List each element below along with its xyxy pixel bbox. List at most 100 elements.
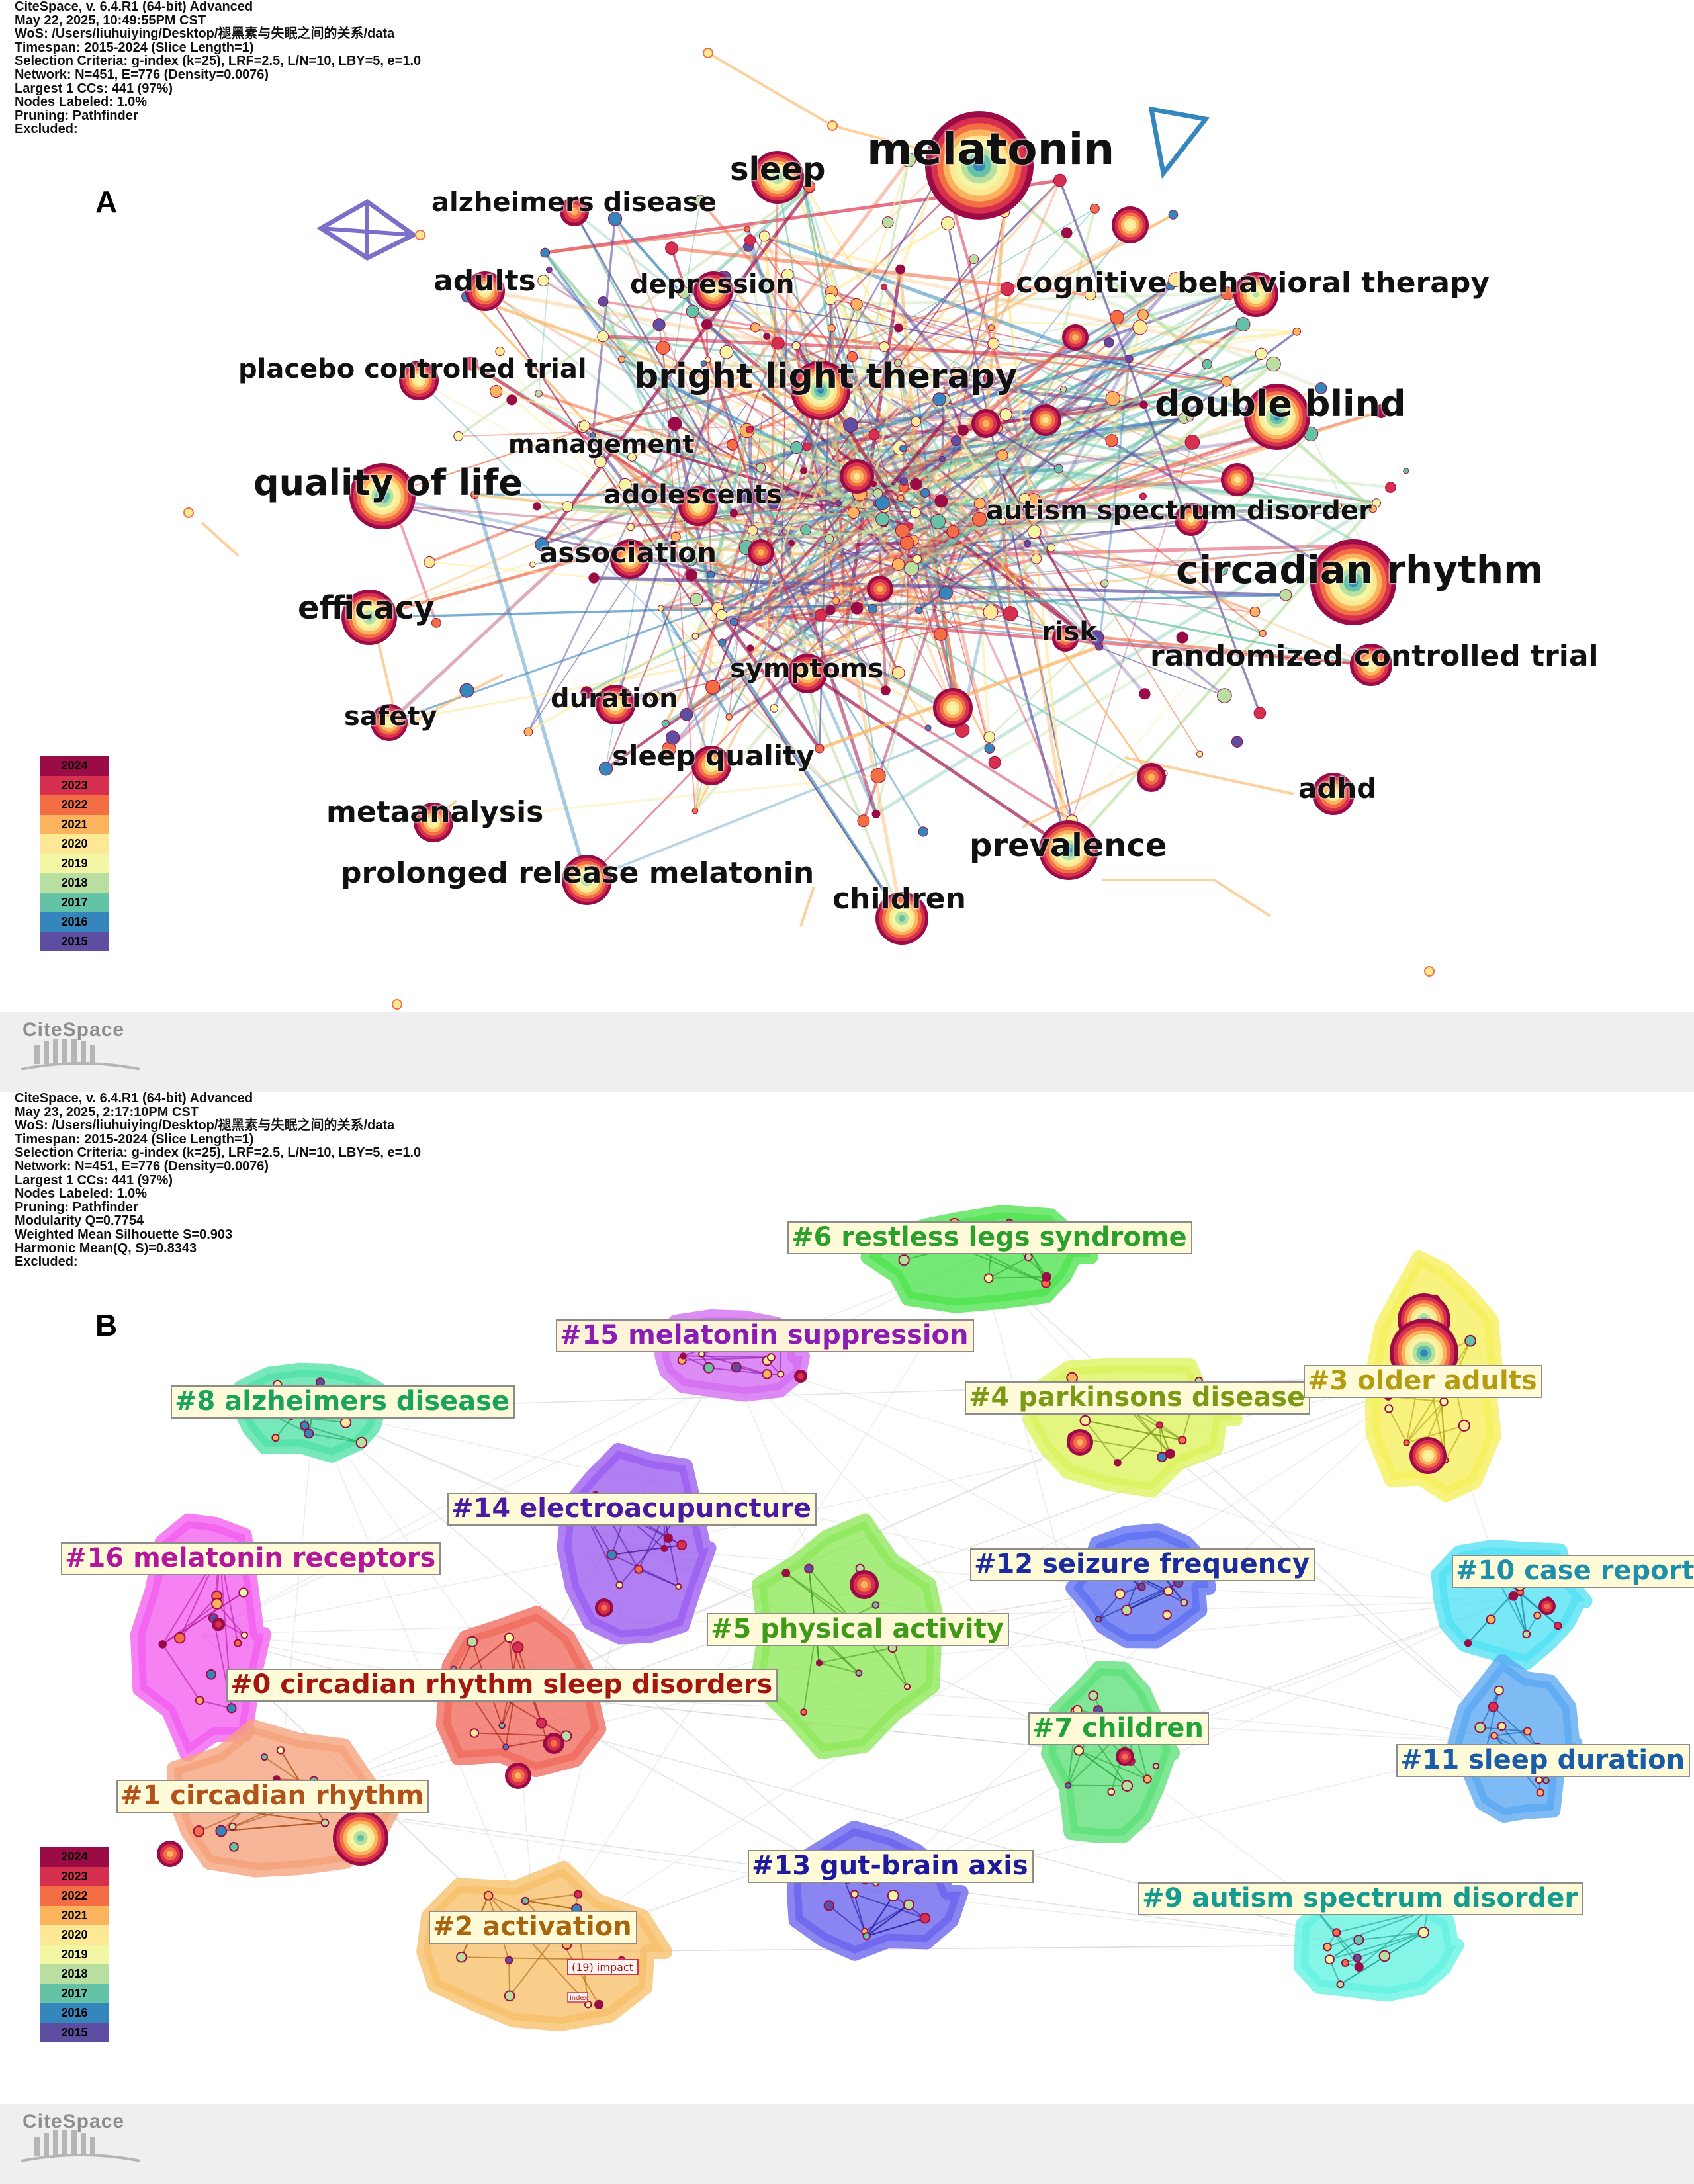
keyword-node <box>762 1369 772 1379</box>
keyword-node <box>881 216 894 228</box>
keyword-node <box>680 707 693 721</box>
network-edge <box>710 515 1009 600</box>
keyword-node <box>1024 1252 1033 1262</box>
network-edge <box>472 494 589 881</box>
keyword-node <box>226 1703 237 1714</box>
keyword-node <box>610 539 650 579</box>
network-edge <box>758 284 1171 538</box>
network-edge <box>613 218 861 495</box>
keyword-node <box>1052 625 1079 652</box>
svg-text:index: index <box>570 1995 588 2002</box>
keyword-node <box>850 1570 879 1599</box>
keyword-node <box>649 690 661 702</box>
keyword-label: sleep <box>730 151 826 188</box>
keyword-node <box>1152 1763 1160 1770</box>
network-edge <box>836 580 904 919</box>
cluster-edge <box>1405 1401 1445 1444</box>
keyword-node <box>747 525 758 536</box>
network-edge <box>755 557 1037 627</box>
keyword-label: melatonin <box>867 124 1115 175</box>
keyword-node <box>211 1598 223 1610</box>
keyword-node <box>781 269 794 281</box>
network-edge <box>942 579 1372 666</box>
keyword-label: autism spectrum disorder <box>986 496 1372 526</box>
keyword-node <box>700 360 707 367</box>
keyword-node <box>1039 820 1098 880</box>
keyword-node <box>925 111 1034 220</box>
keyword-label: children <box>832 882 966 916</box>
keyword-label: prolonged release melatonin <box>341 856 815 890</box>
keyword-label: symptoms <box>730 654 884 684</box>
keyword-node <box>899 535 914 550</box>
keyword-node <box>800 524 811 535</box>
keyword-node <box>751 151 804 204</box>
keyword-node <box>240 1631 248 1639</box>
keyword-node <box>843 417 858 433</box>
metadata-line: Timespan: 2015-2024 (Slice Length=1) <box>15 40 254 55</box>
analysis-metadata: CiteSpace, v. 6.4.R1 (64-bit) Advanced Ma… <box>15 0 421 136</box>
keyword-node <box>598 762 613 776</box>
svg-text:(19) impact: (19) impact <box>572 1961 633 1974</box>
cluster-edge <box>819 1662 860 1674</box>
keyword-node <box>972 511 987 527</box>
network-edge <box>764 235 901 271</box>
cluster-edge <box>1519 1592 1527 1635</box>
keyword-label: adolescents <box>603 480 782 510</box>
node-label: (19) impact <box>567 1959 639 1975</box>
network-edge <box>544 251 790 535</box>
keyword-node <box>1168 210 1179 220</box>
keyword-node <box>772 336 785 350</box>
keyword-node <box>825 605 836 615</box>
keyword-node <box>320 1818 330 1827</box>
keyword-node <box>1125 355 1134 363</box>
cluster-edge <box>221 1822 326 1832</box>
cluster-label: #12 seizure frequency <box>970 1548 1315 1581</box>
cluster-edge <box>988 1256 1029 1279</box>
keyword-node <box>1253 707 1267 719</box>
keyword-node <box>832 597 840 605</box>
network-edge <box>621 358 1067 640</box>
network-edge <box>733 375 1010 515</box>
keyword-node <box>504 1632 515 1643</box>
network-edge <box>540 187 813 546</box>
keyword-node <box>997 449 1008 461</box>
keyword-label: sleep quality <box>612 740 815 772</box>
keyword-node <box>1110 310 1124 325</box>
network-edge <box>1071 442 1193 821</box>
metadata-line: Timespan: 2015-2024 (Slice Length=1) <box>15 1131 254 1147</box>
keyword-node <box>1163 1586 1173 1596</box>
network-edge <box>630 511 854 528</box>
network-edge <box>918 358 1130 611</box>
citespace-logo-icon <box>21 2130 140 2162</box>
keyword-node <box>946 525 959 539</box>
network-edge <box>744 533 903 919</box>
network-edge <box>1002 421 1300 522</box>
keyword-node <box>1535 1776 1543 1784</box>
keyword-node <box>1522 1630 1531 1639</box>
keyword-node <box>686 554 697 566</box>
network-edge <box>989 433 1312 738</box>
keyword-node <box>703 48 713 58</box>
cluster-region <box>557 1442 717 1645</box>
keyword-node <box>718 638 727 647</box>
metadata-line: WoS: /Users/liuhuiying/Desktop/褪黑素与失眠之间的… <box>15 26 395 42</box>
node-label: index <box>567 1992 588 2003</box>
year-color-legend: 2024 2023 2022 2021 2020 2019 2018 2017 2016 2015 <box>40 1847 109 2042</box>
analysis-metadata: CiteSpace, v. 6.4.R1 (64-bit) Advanced Ma… <box>15 1092 421 1269</box>
keyword-node <box>983 731 995 743</box>
legend-year-swatch: 2023 <box>40 1866 109 1886</box>
keyword-node <box>686 304 699 318</box>
keyword-node <box>744 226 750 232</box>
keyword-node <box>1354 1962 1364 1972</box>
cluster-edge <box>162 1603 218 1645</box>
keyword-node <box>814 609 827 622</box>
background-link <box>843 1376 1433 1635</box>
keyword-node <box>1533 1611 1542 1620</box>
metadata-line: Excluded: <box>15 122 78 137</box>
keyword-node <box>668 417 682 431</box>
network-edge <box>852 477 883 514</box>
keyword-node <box>619 478 632 492</box>
network-edge <box>936 212 1006 526</box>
cluster-edge <box>1159 1424 1171 1454</box>
network-edge <box>733 292 1228 623</box>
